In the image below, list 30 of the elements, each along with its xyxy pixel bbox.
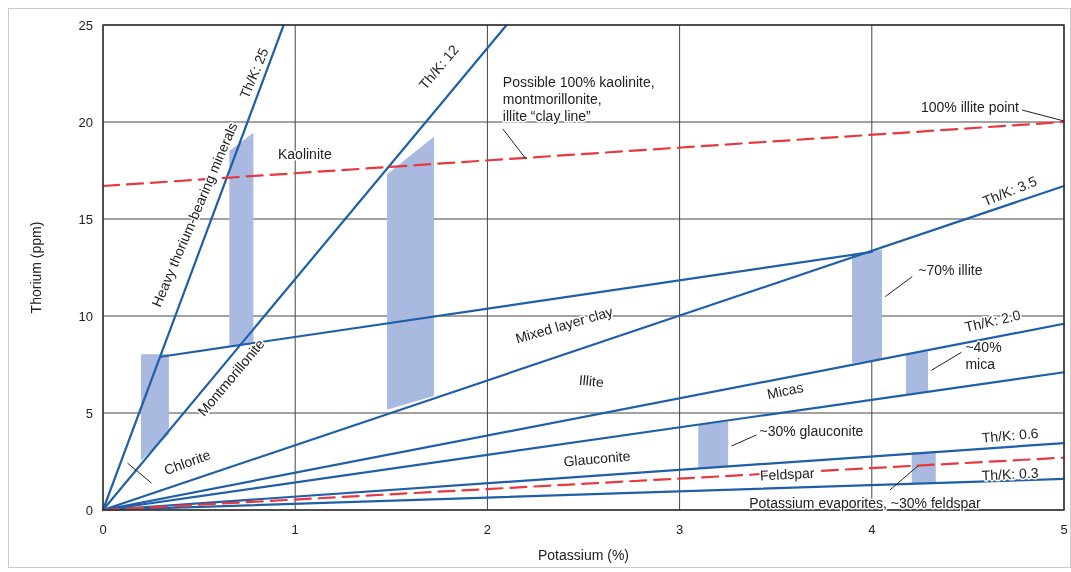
x-tick-label: 5 — [1060, 522, 1068, 537]
annotation: ~70% illite — [918, 261, 983, 278]
annotation: Micas — [765, 378, 805, 403]
annotation: Th/K: 25 — [235, 45, 272, 101]
y-tick-label: 0 — [85, 502, 93, 518]
annotation: 100% illite point — [920, 99, 1020, 115]
annotation: Th/K: 3.5 — [980, 172, 1040, 209]
annotation: Th/K: 0.3 — [981, 464, 1040, 484]
x-tick-label: 3 — [675, 522, 684, 537]
x-tick-label: 0 — [99, 522, 107, 537]
annotation: Illite — [578, 371, 605, 390]
annotation: ~40% mica — [965, 339, 1002, 373]
x-tick-label: 4 — [868, 522, 876, 537]
annotation: Mixed layer clay — [513, 302, 615, 346]
y-tick-label: 20 — [78, 114, 93, 130]
y-tick-label: 10 — [78, 308, 93, 324]
y-axis-title: Thorium (ppm) — [28, 221, 44, 314]
annotation: ~30% glauconite — [759, 422, 864, 439]
x-tick-label: 1 — [291, 522, 299, 537]
x-tick-label: 2 — [483, 522, 492, 537]
y-tick-label: 25 — [78, 17, 93, 33]
y-tick-label: 15 — [78, 211, 93, 227]
annotation: Th/K: 0.6 — [981, 424, 1040, 446]
annotation: Glauconite — [562, 447, 632, 470]
annotation: Chlorite — [161, 446, 213, 478]
annotation: Th/K: 2.0 — [963, 306, 1023, 335]
x-axis-title: Potassium (%) — [537, 547, 630, 563]
y-tick-label: 5 — [85, 405, 93, 421]
annotation: Possible 100% kaolinite, montmorillonite, illite “clay line” — [502, 73, 655, 124]
annotation: Feldspar — [759, 464, 816, 484]
